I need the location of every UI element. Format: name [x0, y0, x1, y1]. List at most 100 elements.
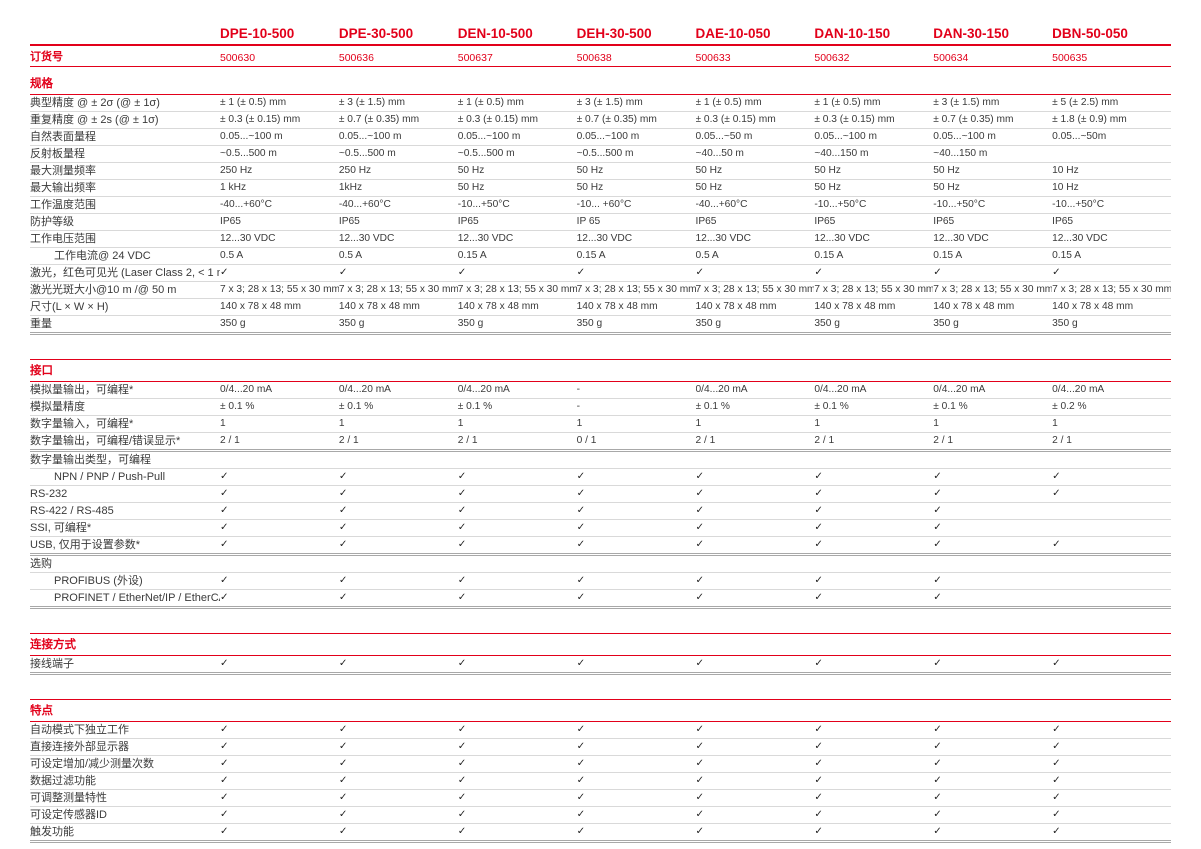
spec-cell: 250 Hz — [338, 165, 372, 176]
spec-cell: 0.15 A — [457, 250, 487, 261]
check-icon: ✓ — [338, 658, 348, 669]
spec-cell: ± 0.3 (± 0.15) mm — [814, 114, 895, 125]
spec-cell: 0 / 1 — [576, 435, 597, 446]
spec-cell: 0/4...20 mA — [1052, 384, 1105, 395]
spec-cell — [458, 568, 577, 572]
check-icon: ✓ — [457, 522, 467, 533]
check-icon: ✓ — [457, 592, 467, 603]
check-icon: ✓ — [457, 792, 467, 803]
check-icon: ✓ — [457, 488, 467, 499]
table-row: 最大测量频率 250 Hz 250 Hz 50 Hz 50 Hz 50 Hz 50 Hz 50… — [30, 163, 1171, 180]
row-label: 重复精度 @ ± 2s (@ ± 1σ) — [30, 114, 159, 126]
row-label: 接线端子 — [30, 658, 74, 670]
spec-cell — [220, 464, 339, 468]
table-row: 数字量输入，可编程* 1 1 1 1 1 1 1 1 — [30, 416, 1171, 433]
check-icon: ✓ — [457, 539, 467, 550]
spec-cell: 1 — [814, 418, 821, 429]
spec-cell: 0.05...~100 m — [220, 131, 283, 142]
table-row: 工作电压范围 12...30 VDC 12...30 VDC 12...30 VDC 1… — [30, 231, 1171, 248]
spec-cell: -10... +60°C — [576, 199, 632, 210]
spec-cell: 10 Hz — [1052, 182, 1079, 193]
order-number: 500638 — [576, 52, 612, 64]
spec-cell: 0.5 A — [220, 250, 244, 261]
row-label: 数字量输入，可编程* — [30, 418, 134, 430]
check-icon: ✓ — [220, 488, 229, 499]
spec-cell: 2 / 1 — [814, 435, 835, 446]
check-icon: ✓ — [457, 471, 467, 482]
spec-cell: 7 x 3; 28 x 13; 55 x 30 mm — [576, 284, 696, 295]
check-icon: ✓ — [220, 724, 229, 735]
table-row: 工作温度范围 -40...+60°C -40...+60°C -10...+50°C -… — [30, 197, 1171, 214]
row-label: 最大测量频率 — [30, 165, 96, 177]
row-label: 触发功能 — [30, 826, 74, 838]
spec-cell: 50 Hz — [814, 182, 841, 193]
check-icon: ✓ — [220, 758, 229, 769]
row-label: 数据过滤功能 — [30, 775, 96, 787]
spec-cell: 7 x 3; 28 x 13; 55 x 30 mm — [695, 284, 815, 295]
spec-cell: 350 g — [338, 318, 365, 329]
spec-cell: 350 g — [1052, 318, 1078, 329]
spec-cell: 10 Hz — [1052, 165, 1079, 176]
spec-cell: 350 g — [695, 318, 722, 329]
spec-cell: IP65 — [338, 216, 360, 227]
spec-cell: 0.05...~100 m — [338, 131, 402, 142]
spec-cell: 1 kHz — [220, 182, 247, 193]
row-label: 反射板量程 — [30, 148, 85, 160]
check-icon: ✓ — [576, 809, 586, 820]
spec-cell: 0.15 A — [1052, 250, 1082, 261]
row-label: 可设定传感器ID — [30, 809, 107, 821]
spec-cell: -40...+60°C — [695, 199, 748, 210]
check-icon: ✓ — [338, 792, 348, 803]
check-icon: ✓ — [576, 267, 586, 278]
row-label: 可调整测量特性 — [30, 792, 107, 804]
spec-cell: -40...+60°C — [220, 199, 272, 210]
check-icon: ✓ — [338, 505, 348, 516]
check-icon: ✓ — [338, 488, 348, 499]
spec-cell: ± 3 (± 1.5) mm — [933, 97, 1000, 108]
check-icon: ✓ — [457, 658, 467, 669]
spec-cell: 2 / 1 — [933, 435, 954, 446]
check-icon: ✓ — [814, 522, 823, 533]
order-number: 500630 — [220, 52, 256, 64]
check-icon: ✓ — [933, 267, 942, 278]
spec-cell: 12...30 VDC — [814, 233, 870, 244]
table-row: 重复精度 @ ± 2s (@ ± 1σ) ± 0.3 (± 0.15) mm ± 0… — [30, 112, 1171, 129]
table-row: 数字量输出，可编程/错误显示* 2 / 1 2 / 1 2 / 1 0 / 1 2 / 1… — [30, 433, 1171, 452]
row-label: 直接连接外部显示器 — [30, 741, 129, 753]
spec-cell: 50 Hz — [695, 182, 723, 193]
row-label: USB, 仅用于设置参数* — [30, 539, 141, 551]
spec-cell: -10...+50°C — [1052, 199, 1105, 210]
check-icon: ✓ — [814, 741, 823, 752]
section-gap — [30, 675, 1171, 699]
check-icon: ✓ — [933, 758, 942, 769]
check-icon: ✓ — [338, 758, 348, 769]
check-icon: ✓ — [695, 505, 705, 516]
row-label: 自动模式下独立工作 — [30, 724, 129, 736]
spec-cell: 350 g — [220, 318, 246, 329]
check-icon: ✓ — [1052, 809, 1061, 820]
check-icon: ✓ — [220, 575, 229, 586]
spec-cell: 140 x 78 x 48 mm — [220, 301, 301, 312]
spec-cell: IP65 — [457, 216, 479, 227]
check-icon: ✓ — [576, 522, 586, 533]
row-label: 激光光斑大小@10 m /@ 50 m — [30, 284, 177, 296]
check-icon: ✓ — [576, 758, 586, 769]
spec-cell: 0.05...~100 m — [576, 131, 640, 142]
spec-cell: ± 0.7 (± 0.35) mm — [338, 114, 420, 125]
spec-cell — [933, 568, 1052, 572]
spec-cell: ± 0.1 % — [338, 401, 374, 412]
row-label: RS-232 — [30, 488, 68, 500]
spec-cell — [458, 464, 577, 468]
check-icon: ✓ — [1052, 658, 1061, 669]
check-icon: ✓ — [933, 522, 942, 533]
spec-cell: 12...30 VDC — [1052, 233, 1108, 244]
product-column-header: DPE-10-500 — [220, 26, 295, 41]
check-icon: ✓ — [338, 741, 348, 752]
check-icon: ✓ — [220, 809, 229, 820]
check-icon: ✓ — [933, 658, 942, 669]
spec-cell: 1 — [457, 418, 464, 429]
empty-cell — [1052, 602, 1171, 606]
spec-cell: 2 / 1 — [695, 435, 716, 446]
product-model-header-row: DPE-10-500 DPE-30-500 DEN-10-500 DEH-30-500… — [30, 26, 1171, 46]
row-label: 典型精度 @ ± 2σ (@ ± 1σ) — [30, 97, 160, 109]
